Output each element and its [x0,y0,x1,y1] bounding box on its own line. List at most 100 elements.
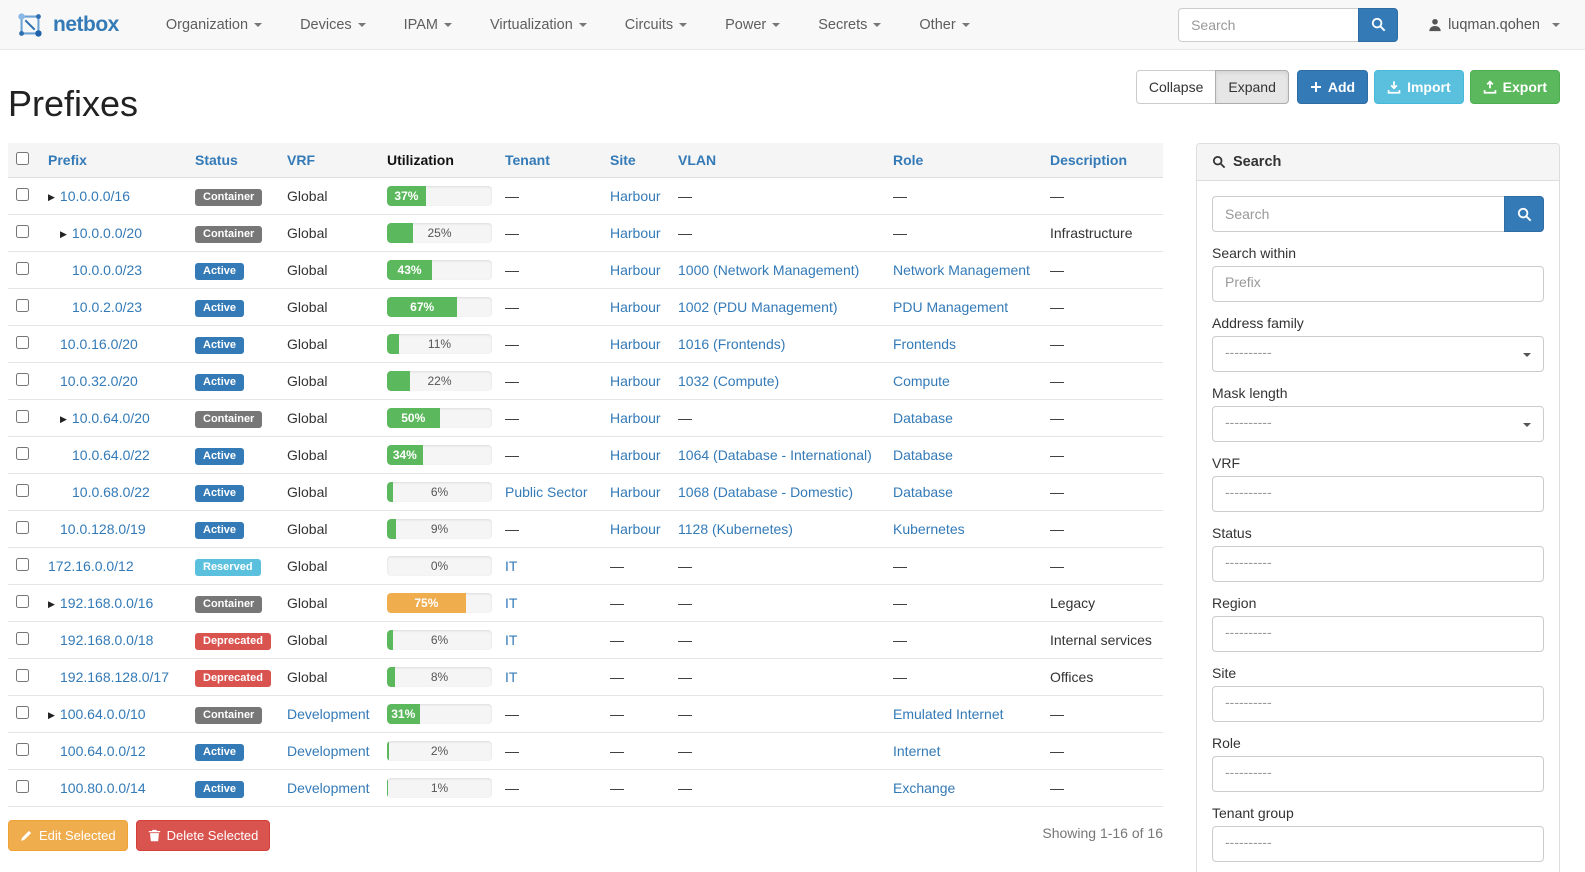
site-link[interactable]: Harbour [610,410,661,426]
nav-menu-ipam[interactable]: IPAM [385,0,471,50]
export-button[interactable]: Export [1469,70,1560,104]
site-link[interactable]: Harbour [610,521,661,537]
nav-menu-power[interactable]: Power [706,0,799,50]
row-checkbox[interactable] [16,706,29,719]
row-checkbox[interactable] [16,447,29,460]
tenant-link[interactable]: IT [505,558,518,574]
row-checkbox[interactable] [16,336,29,349]
filter-address-family-select[interactable]: ---------- [1212,336,1544,372]
nav-menu-other[interactable]: Other [900,0,988,50]
row-checkbox[interactable] [16,410,29,423]
filter-status-select[interactable]: ---------- [1212,546,1544,582]
nav-menu-devices[interactable]: Devices [281,0,385,50]
filter-search-input[interactable] [1212,196,1504,232]
prefix-link[interactable]: 10.0.32.0/20 [60,373,138,389]
role-link[interactable]: Emulated Internet [893,706,1004,722]
vlan-link[interactable]: 1000 (Network Management) [678,262,860,278]
role-link[interactable]: Frontends [893,336,957,352]
user-menu[interactable]: luqman.qohen [1428,17,1560,33]
select-all-checkbox[interactable] [16,152,29,165]
expand-caret-icon[interactable]: ▶ [48,192,55,202]
row-checkbox[interactable] [16,373,29,386]
prefix-link[interactable]: 192.168.0.0/16 [59,595,154,611]
tenant-link[interactable]: Public Sector [505,484,588,500]
edit-selected-button[interactable]: Edit Selected [8,820,128,851]
site-link[interactable]: Harbour [610,336,661,352]
role-link[interactable]: Database [893,484,953,500]
role-link[interactable]: Internet [893,743,941,759]
filter-role-select[interactable]: ---------- [1212,756,1544,792]
prefix-link[interactable]: 10.0.128.0/19 [60,521,146,537]
prefix-link[interactable]: 10.0.0.0/23 [72,262,143,278]
vlan-link[interactable]: 1032 (Compute) [678,373,780,389]
row-checkbox[interactable] [16,558,29,571]
prefix-link[interactable]: 10.0.64.0/20 [71,410,150,426]
role-link[interactable]: Kubernetes [893,521,965,537]
filter-region-select[interactable]: ---------- [1212,616,1544,652]
site-link[interactable]: Harbour [610,262,661,278]
netbox-brand[interactable]: netbox [15,10,119,40]
prefix-link[interactable]: 100.64.0.0/10 [59,706,146,722]
prefix-link[interactable]: 10.0.68.0/22 [72,484,150,500]
row-checkbox[interactable] [16,225,29,238]
role-link[interactable]: Network Management [893,262,1030,278]
prefix-link[interactable]: 192.168.128.0/17 [60,669,169,685]
row-checkbox[interactable] [16,669,29,682]
vrf-link[interactable]: Development [287,780,370,796]
row-checkbox[interactable] [16,780,29,793]
vlan-link[interactable]: 1002 (PDU Management) [678,299,838,315]
row-checkbox[interactable] [16,743,29,756]
site-link[interactable]: Harbour [610,484,661,500]
site-link[interactable]: Harbour [610,225,661,241]
row-checkbox[interactable] [16,299,29,312]
nav-menu-circuits[interactable]: Circuits [606,0,706,50]
vlan-link[interactable]: 1016 (Frontends) [678,336,786,352]
role-link[interactable]: Database [893,410,953,426]
prefix-link[interactable]: 10.0.2.0/23 [72,299,143,315]
prefix-link[interactable]: 10.0.64.0/22 [72,447,150,463]
prefix-link[interactable]: 192.168.0.0/18 [60,632,154,648]
prefix-link[interactable]: 100.80.0.0/14 [60,780,146,796]
delete-selected-button[interactable]: Delete Selected [135,820,271,851]
collapse-button[interactable]: Collapse [1135,70,1217,104]
filter-site-select[interactable]: ---------- [1212,686,1544,722]
filter-search-button[interactable] [1504,196,1544,232]
role-link[interactable]: Compute [893,373,950,389]
row-checkbox[interactable] [16,595,29,608]
navbar-search-input[interactable] [1178,7,1359,42]
tenant-link[interactable]: IT [505,632,518,648]
site-link[interactable]: Harbour [610,188,661,204]
vlan-link[interactable]: 1064 (Database - International) [678,447,872,463]
site-link[interactable]: Harbour [610,447,661,463]
row-checkbox[interactable] [16,262,29,275]
tenant-link[interactable]: IT [505,595,518,611]
row-checkbox[interactable] [16,632,29,645]
row-checkbox[interactable] [16,484,29,497]
role-link[interactable]: PDU Management [893,299,1009,315]
vlan-link[interactable]: 1128 (Kubernetes) [678,521,793,537]
vlan-link[interactable]: 1068 (Database - Domestic) [678,484,854,500]
prefix-link[interactable]: 10.0.16.0/20 [60,336,138,352]
row-checkbox[interactable] [16,188,29,201]
expand-caret-icon[interactable]: ▶ [48,599,55,609]
filter-vrf-select[interactable]: ---------- [1212,476,1544,512]
filter-search-within-input[interactable]: Prefix [1212,266,1544,302]
nav-menu-organization[interactable]: Organization [147,0,281,50]
vrf-link[interactable]: Development [287,706,370,722]
nav-menu-virtualization[interactable]: Virtualization [471,0,606,50]
prefix-link[interactable]: 172.16.0.0/12 [48,558,134,574]
nav-menu-secrets[interactable]: Secrets [799,0,900,50]
expand-caret-icon[interactable]: ▶ [60,229,67,239]
prefix-link[interactable]: 100.64.0.0/12 [60,743,146,759]
prefix-link[interactable]: 10.0.0.0/20 [71,225,142,241]
add-button[interactable]: Add [1296,70,1369,104]
role-link[interactable]: Exchange [893,780,956,796]
filter-tenant-group-select[interactable]: ---------- [1212,826,1544,862]
prefix-link[interactable]: 10.0.0.0/16 [59,188,130,204]
tenant-link[interactable]: IT [505,669,518,685]
expand-caret-icon[interactable]: ▶ [60,414,67,424]
import-button[interactable]: Import [1374,70,1464,104]
vrf-link[interactable]: Development [287,743,370,759]
navbar-search-button[interactable] [1358,7,1399,42]
role-link[interactable]: Database [893,447,953,463]
